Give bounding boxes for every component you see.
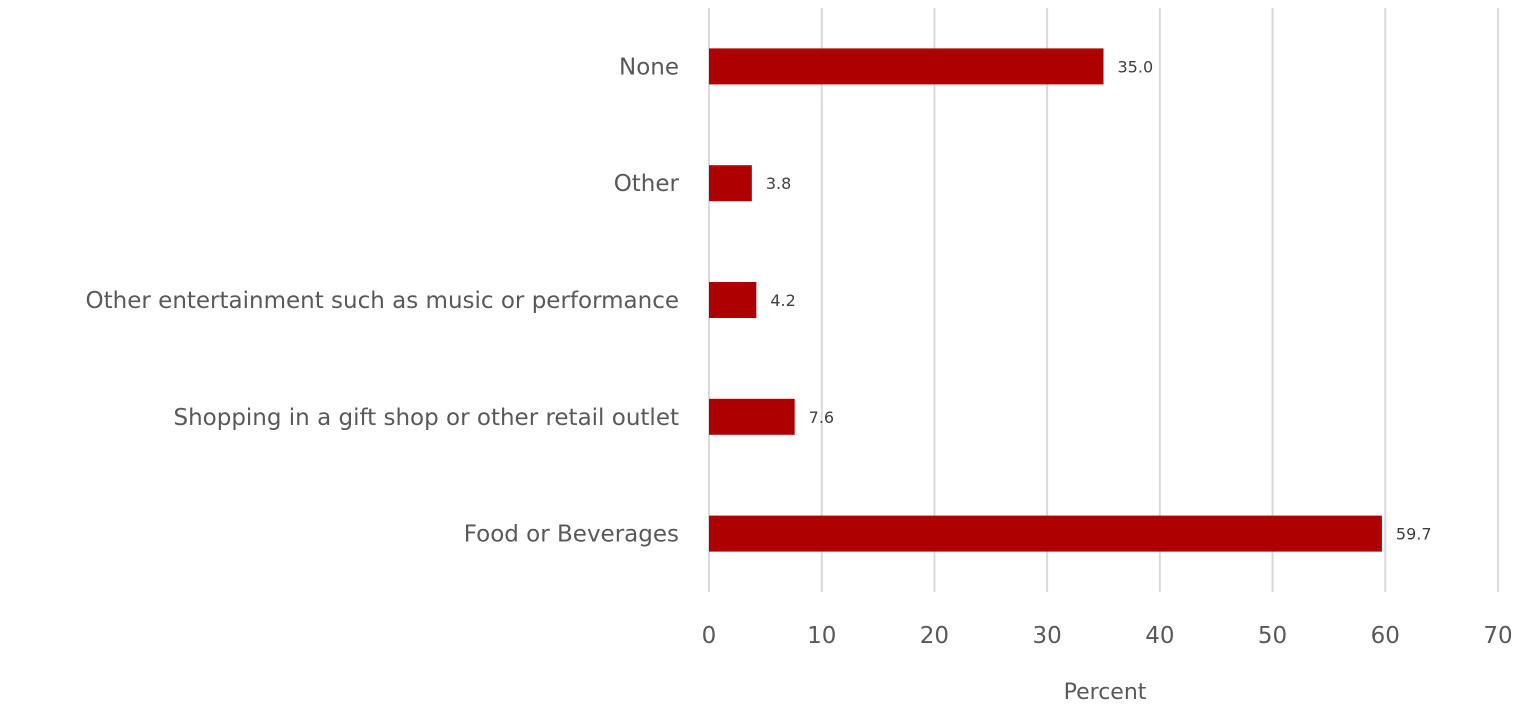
bar	[709, 282, 757, 318]
x-tick-label: 20	[920, 623, 949, 649]
bar	[709, 165, 752, 202]
value-labels: 35.0 3.8 4.2 7.6 59.7	[766, 57, 1432, 543]
x-tick-labels: 0 10 20 30 40 50 60 70	[702, 623, 1513, 649]
category-labels: None Other Other entertainment such as mus…	[86, 54, 680, 547]
category-label: Other entertainment such as music or per…	[86, 288, 679, 314]
bars	[709, 48, 1382, 552]
category-label: None	[619, 54, 679, 80]
x-tick-label: 50	[1258, 623, 1287, 649]
value-label: 35.0	[1118, 57, 1154, 76]
x-tick-label: 10	[807, 623, 836, 649]
bar	[709, 515, 1382, 552]
value-label: 7.6	[809, 408, 834, 427]
gridlines	[708, 8, 1499, 592]
x-tick-label: 0	[702, 623, 717, 649]
x-axis-title: Percent	[1064, 680, 1147, 704]
category-label: Food or Beverages	[464, 522, 679, 548]
category-label: Shopping in a gift shop or other retail …	[173, 405, 679, 431]
x-tick-label: 40	[1145, 623, 1174, 649]
value-label: 4.2	[770, 291, 795, 310]
category-label: Other	[614, 171, 680, 197]
x-tick-label: 70	[1483, 623, 1512, 649]
bar	[709, 398, 795, 435]
bar	[709, 48, 1104, 85]
value-label: 3.8	[766, 174, 791, 193]
x-tick-label: 30	[1033, 623, 1062, 649]
value-label: 59.7	[1396, 525, 1432, 544]
x-tick-label: 60	[1371, 623, 1400, 649]
